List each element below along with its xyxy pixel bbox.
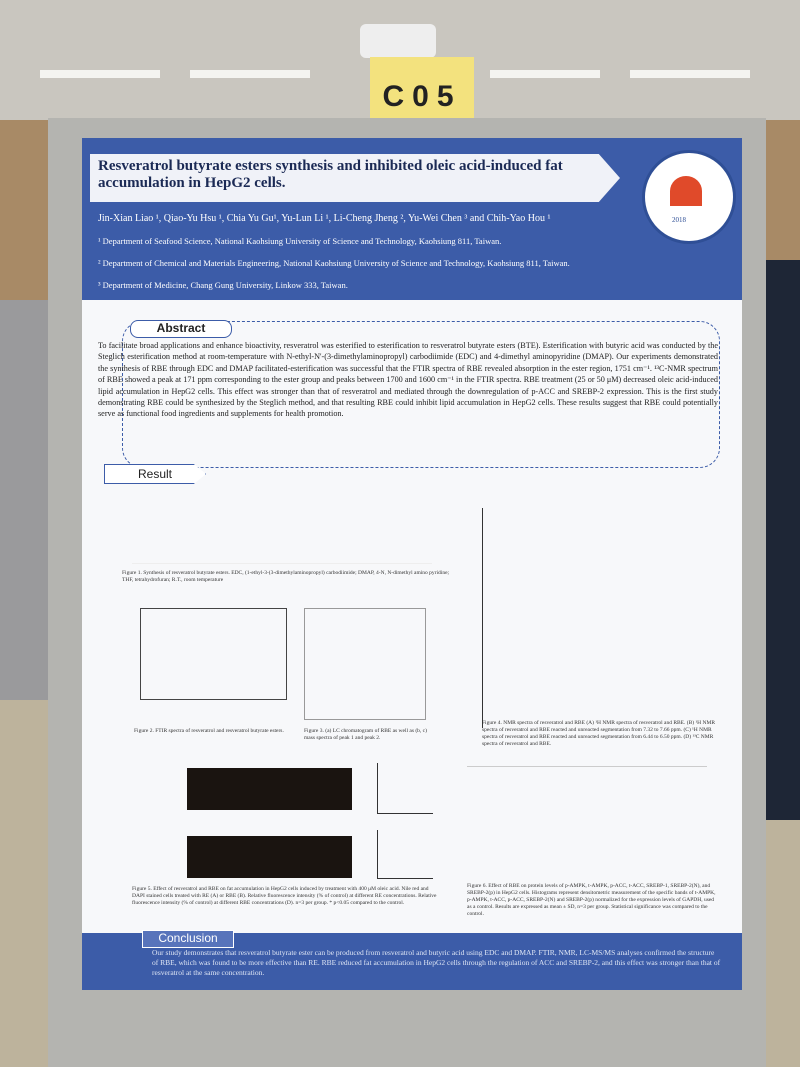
- ceiling-light: [40, 70, 160, 78]
- figure-4-nmr: [482, 508, 718, 728]
- abstract-text: To facilitate broad applications and enh…: [98, 341, 718, 419]
- authors: Jin-Xian Liao ¹, Qiao-Yu Hsu ¹, Chia Yu …: [98, 213, 551, 224]
- affiliation: ² Department of Chemical and Materials E…: [98, 258, 570, 268]
- poster: Resveratrol butyrate esters synthesis an…: [82, 138, 742, 990]
- abstract-heading: Abstract: [130, 320, 232, 338]
- figure-5b-images: [187, 836, 352, 878]
- affiliation: ³ Department of Medicine, Chang Gung Uni…: [98, 280, 348, 290]
- title: Resveratrol butyrate esters synthesis an…: [98, 158, 563, 191]
- result-heading: Result: [104, 464, 206, 484]
- conclusion-heading: Conclusion: [142, 930, 234, 948]
- conclusion-text: Our study demonstrates that resveratrol …: [152, 948, 721, 977]
- caption: Figure 1. Synthesis of resveratrol butyr…: [122, 570, 450, 583]
- title-banner: [90, 154, 620, 202]
- figure-3-plot: [304, 608, 426, 720]
- projector: [360, 24, 436, 58]
- figure-6-blots: [467, 766, 707, 872]
- figure-5a-images: [187, 768, 352, 810]
- caption: Figure 4. NMR spectra of resveratrol and…: [482, 720, 716, 747]
- figure-5d-bars: [377, 830, 433, 879]
- caption: Figure 3. (a) LC chromatogram of RBE as …: [304, 728, 427, 741]
- ceiling-light: [490, 70, 600, 78]
- figure-5c-bars: [377, 763, 433, 814]
- ceiling-light: [630, 70, 750, 78]
- figure-2-plot: [140, 608, 287, 700]
- abstract-box: [122, 321, 720, 468]
- figure-1-scheme: [132, 493, 432, 564]
- affiliation: ¹ Department of Seafood Science, Nationa…: [98, 236, 502, 246]
- caption: Figure 5. Effect of resveratrol and RBE …: [132, 886, 437, 906]
- caption: Figure 6. Effect of RBE on protein level…: [467, 883, 716, 917]
- logo-year: 2018: [672, 216, 686, 224]
- caption: Figure 2. FTIR spectra of resveratrol an…: [134, 728, 284, 734]
- ceiling-light: [190, 70, 310, 78]
- logo-mark: [670, 176, 702, 206]
